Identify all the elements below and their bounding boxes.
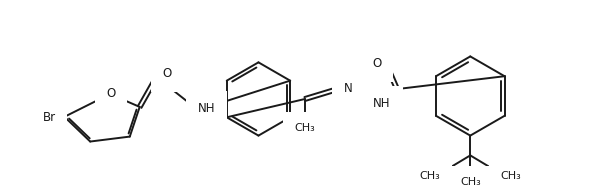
Text: O: O: [107, 86, 116, 99]
Text: Br: Br: [42, 111, 56, 124]
Text: O: O: [372, 57, 381, 70]
Text: NH: NH: [198, 102, 216, 115]
Text: N: N: [344, 82, 352, 95]
Text: CH₃: CH₃: [295, 123, 315, 133]
Text: CH₃: CH₃: [500, 171, 521, 181]
Text: NH: NH: [373, 97, 391, 110]
Text: O: O: [162, 67, 171, 80]
Text: CH₃: CH₃: [420, 171, 441, 181]
Text: CH₃: CH₃: [460, 177, 481, 187]
